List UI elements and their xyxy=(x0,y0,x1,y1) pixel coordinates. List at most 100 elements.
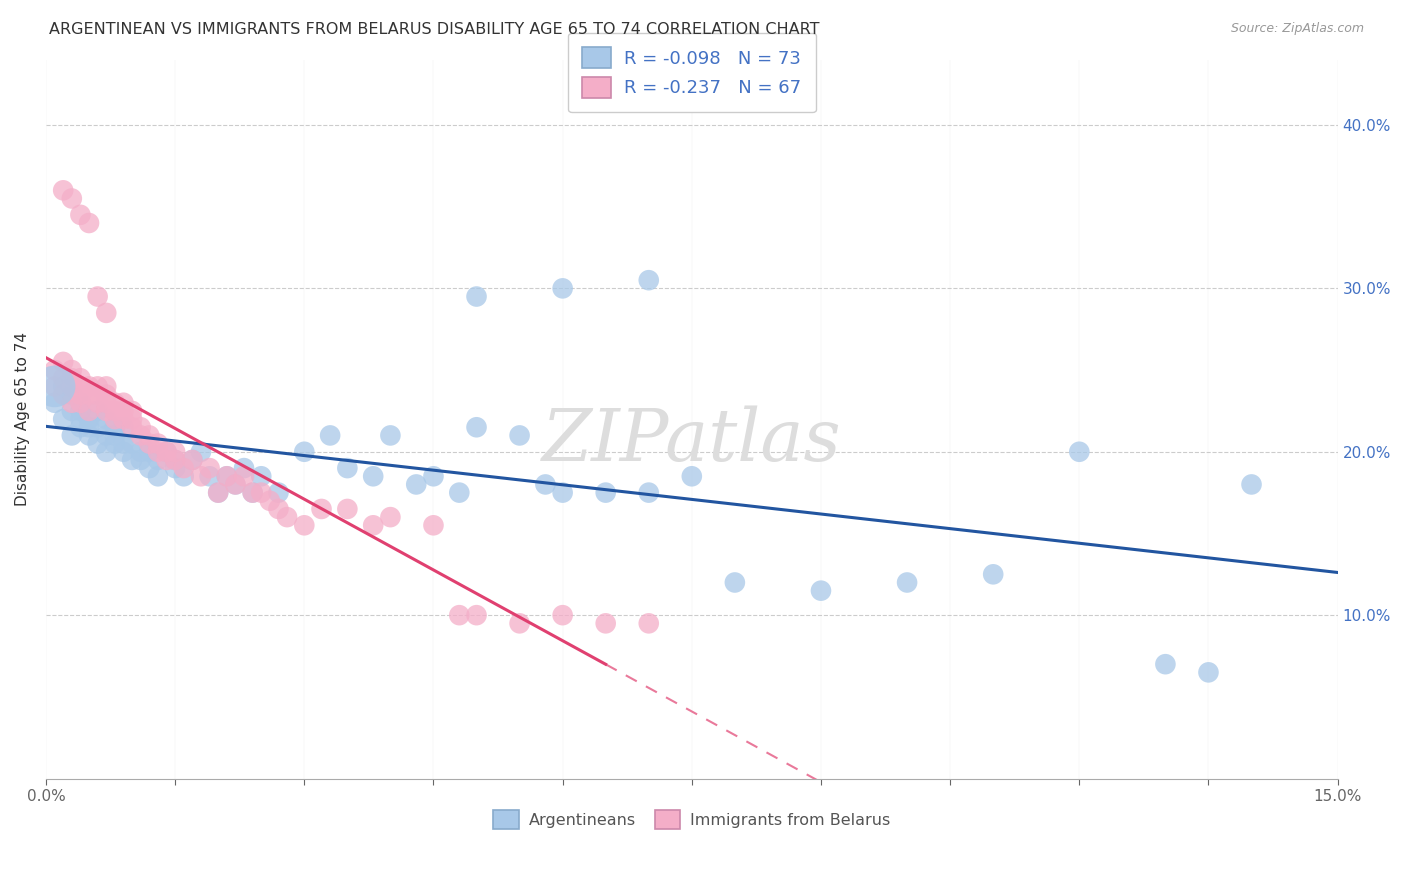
Point xyxy=(96,404,118,418)
Point xyxy=(224,477,246,491)
Point xyxy=(86,289,108,303)
Point xyxy=(104,436,127,450)
Point xyxy=(96,379,118,393)
Point xyxy=(465,289,488,303)
Point xyxy=(242,485,264,500)
Point xyxy=(69,412,91,426)
Point xyxy=(60,379,83,393)
Point xyxy=(112,396,135,410)
Point xyxy=(104,396,127,410)
Point xyxy=(69,404,91,418)
Point xyxy=(165,453,187,467)
Point xyxy=(112,420,135,434)
Point xyxy=(207,485,229,500)
Point xyxy=(44,396,66,410)
Point xyxy=(121,453,143,467)
Point xyxy=(198,461,221,475)
Point xyxy=(69,208,91,222)
Point xyxy=(52,183,75,197)
Point xyxy=(138,444,160,458)
Point xyxy=(121,436,143,450)
Point xyxy=(52,379,75,393)
Point xyxy=(155,453,177,467)
Point xyxy=(146,436,169,450)
Point xyxy=(267,502,290,516)
Point xyxy=(96,396,118,410)
Point xyxy=(380,510,402,524)
Point xyxy=(44,379,66,393)
Point xyxy=(96,428,118,442)
Point xyxy=(181,453,204,467)
Point xyxy=(1240,477,1263,491)
Point xyxy=(637,273,659,287)
Point xyxy=(104,428,127,442)
Point xyxy=(896,575,918,590)
Point xyxy=(86,387,108,401)
Point xyxy=(276,510,298,524)
Point xyxy=(534,477,557,491)
Point xyxy=(405,477,427,491)
Point xyxy=(86,396,108,410)
Point xyxy=(215,469,238,483)
Legend: Argentineans, Immigrants from Belarus: Argentineans, Immigrants from Belarus xyxy=(486,804,897,835)
Point xyxy=(509,616,531,631)
Point xyxy=(155,444,177,458)
Point xyxy=(292,444,315,458)
Point xyxy=(551,485,574,500)
Point xyxy=(681,469,703,483)
Point xyxy=(422,518,444,533)
Point xyxy=(173,461,195,475)
Point xyxy=(77,412,100,426)
Point xyxy=(69,387,91,401)
Point xyxy=(449,485,471,500)
Text: ARGENTINEAN VS IMMIGRANTS FROM BELARUS DISABILITY AGE 65 TO 74 CORRELATION CHART: ARGENTINEAN VS IMMIGRANTS FROM BELARUS D… xyxy=(49,22,820,37)
Point xyxy=(52,412,75,426)
Point xyxy=(595,616,617,631)
Point xyxy=(319,428,342,442)
Point xyxy=(215,469,238,483)
Point xyxy=(138,436,160,450)
Point xyxy=(551,281,574,295)
Point xyxy=(77,428,100,442)
Point xyxy=(190,469,212,483)
Y-axis label: Disability Age 65 to 74: Disability Age 65 to 74 xyxy=(15,332,30,506)
Point xyxy=(259,493,281,508)
Point xyxy=(77,216,100,230)
Point xyxy=(233,469,256,483)
Point xyxy=(250,469,273,483)
Point xyxy=(52,371,75,385)
Point xyxy=(60,363,83,377)
Point xyxy=(96,306,118,320)
Point xyxy=(637,485,659,500)
Point xyxy=(77,379,100,393)
Point xyxy=(146,453,169,467)
Point xyxy=(52,387,75,401)
Point xyxy=(233,461,256,475)
Point xyxy=(267,485,290,500)
Point xyxy=(69,371,91,385)
Point xyxy=(69,396,91,410)
Point xyxy=(112,412,135,426)
Point xyxy=(207,485,229,500)
Point xyxy=(165,461,187,475)
Point xyxy=(190,444,212,458)
Point xyxy=(52,355,75,369)
Text: Source: ZipAtlas.com: Source: ZipAtlas.com xyxy=(1230,22,1364,36)
Point xyxy=(44,363,66,377)
Point xyxy=(595,485,617,500)
Point xyxy=(146,444,169,458)
Point xyxy=(637,616,659,631)
Point xyxy=(104,404,127,418)
Point xyxy=(181,453,204,467)
Point xyxy=(336,461,359,475)
Point xyxy=(311,502,333,516)
Point xyxy=(465,608,488,623)
Point xyxy=(96,412,118,426)
Point xyxy=(224,477,246,491)
Point xyxy=(138,428,160,442)
Point xyxy=(60,371,83,385)
Point xyxy=(1069,444,1091,458)
Point xyxy=(336,502,359,516)
Point xyxy=(138,461,160,475)
Point xyxy=(146,469,169,483)
